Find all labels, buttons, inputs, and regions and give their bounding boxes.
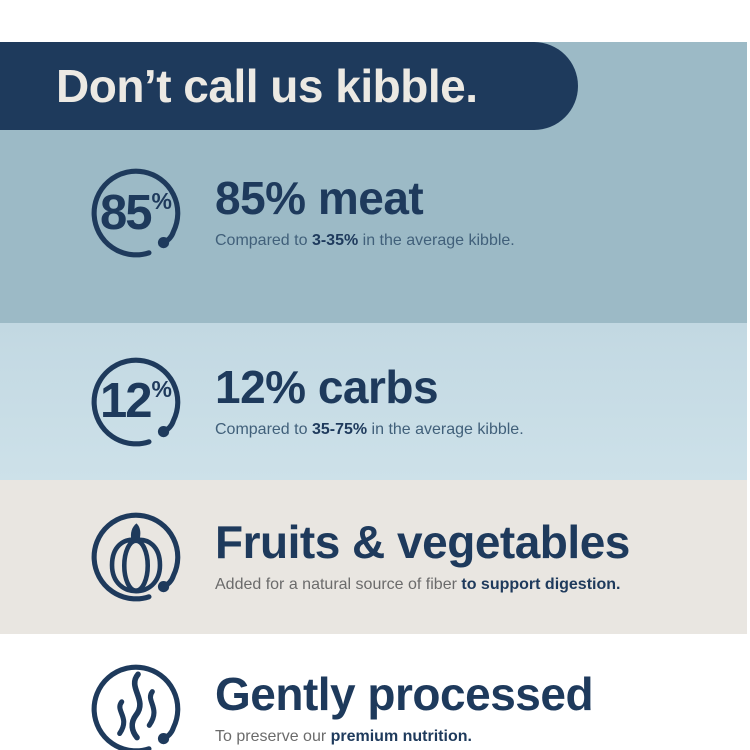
badge-number: 12: [100, 374, 152, 428]
band-meat: Don’t call us kibble. 85 % 85% meat Comp…: [0, 42, 750, 323]
section-meat: 85 % 85% meat Compared to 3-35% in the a…: [0, 162, 750, 264]
section-subtext: To preserve our premium nutrition.: [215, 727, 593, 746]
steam-icon: [117, 671, 157, 741]
band-fruits-vegetables: Fruits & vegetables Added for a natural …: [0, 480, 750, 634]
12-percent-circle-icon: 12 %: [85, 351, 187, 453]
subtext-bold: 3-35%: [311, 232, 359, 250]
subtext-bold: 35-75%: [311, 420, 368, 438]
subtext-bold: premium nutrition.: [330, 728, 472, 746]
band-gently-processed: Gently processed To preserve our premium…: [0, 634, 750, 750]
badge-number: 85: [100, 185, 152, 240]
section-heading: 85% meat: [215, 172, 424, 225]
hand-drawn-circle-icon: [91, 357, 181, 446]
badge-percent-symbol: %: [151, 376, 172, 402]
section-gently-processed: Gently processed To preserve our premium…: [0, 658, 594, 750]
subtext-bold: to support digestion.: [461, 576, 621, 594]
section-text: 12% carbs Compared to 35-75% in the aver…: [215, 364, 524, 439]
section-subtext: Compared to 35-75% in the average kibble…: [215, 420, 524, 439]
section-fruits-vegetables: Fruits & vegetables Added for a natural …: [0, 506, 630, 608]
section-text: Gently processed To preserve our premium…: [215, 668, 594, 746]
subtext-regular: To preserve our: [215, 728, 331, 746]
subtext-regular: Compared to: [215, 420, 312, 438]
band-carbs: 12 % 12% carbs Compared to 35-75% in the…: [0, 323, 750, 480]
pumpkin-icon: [109, 523, 163, 594]
hand-drawn-circle-icon: [91, 512, 181, 602]
section-heading: Gently processed: [215, 668, 594, 721]
hand-drawn-circle-icon: [91, 168, 181, 258]
banner-title: Don’t call us kibble.: [56, 60, 478, 112]
steam-circle-icon: [85, 658, 187, 750]
subtext-regular: in the average kibble.: [367, 420, 524, 438]
percent-badge: 85 %: [85, 162, 187, 264]
section-heading: 12% carbs: [215, 360, 439, 413]
subtext-regular: in the average kibble.: [358, 232, 515, 250]
85-percent-circle-icon: 85 %: [85, 162, 187, 264]
section-subtext: Added for a natural source of fiber to s…: [215, 575, 630, 594]
subtext-regular: Added for a natural source of fiber: [215, 576, 462, 594]
subtext-regular: Compared to: [215, 232, 312, 250]
section-heading: Fruits & vegetables: [215, 516, 630, 569]
pumpkin-circle-icon: [85, 506, 187, 608]
section-subtext: Compared to 3-35% in the average kibble.: [215, 231, 515, 250]
badge-percent-symbol: %: [151, 187, 172, 214]
banner: Don’t call us kibble.: [0, 42, 578, 130]
hand-drawn-circle-icon: [91, 664, 181, 750]
section-carbs: 12 % 12% carbs Compared to 35-75% in the…: [0, 351, 524, 453]
percent-badge: 12 %: [85, 351, 187, 453]
section-text: 85% meat Compared to 3-35% in the averag…: [215, 175, 515, 250]
section-text: Fruits & vegetables Added for a natural …: [215, 519, 630, 594]
top-white-strip: [0, 0, 750, 8]
